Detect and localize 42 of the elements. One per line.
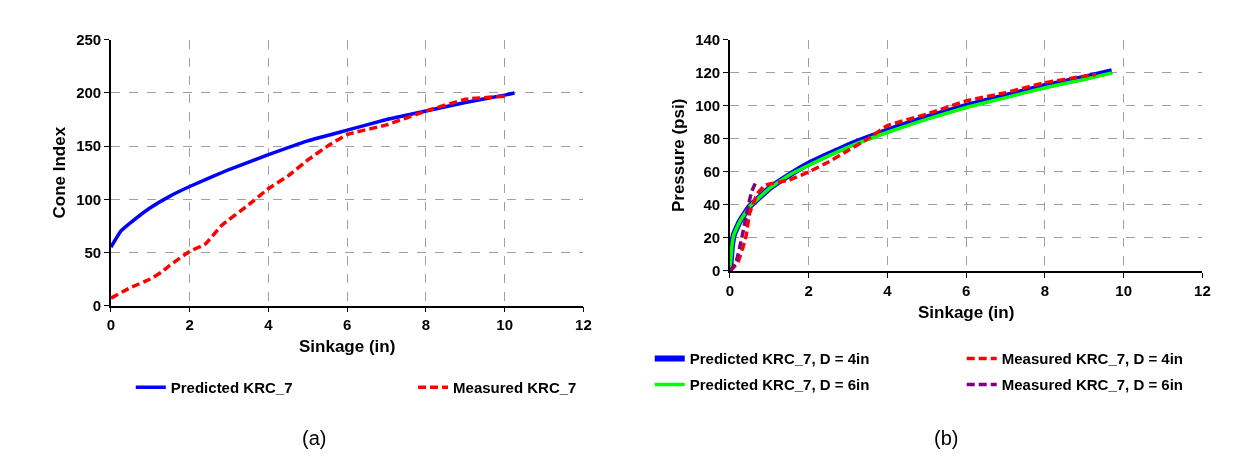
x-tick-label: 4 [264, 316, 274, 334]
y-tick-label: 60 [703, 163, 721, 181]
line-series [110, 94, 507, 300]
y-tick-label: 140 [695, 31, 721, 49]
legend-label: Measured KRC_7, D = 6in [1001, 376, 1184, 394]
x-tick-label: 0 [725, 281, 735, 299]
y-tick-label: 100 [76, 190, 102, 208]
x-axis-title: Sinkage (in) [299, 337, 396, 357]
line-series [110, 91, 517, 249]
text: (a) [302, 427, 327, 449]
text: (b) [934, 427, 959, 449]
legend-label: Measured KRC_7, D = 4in [1001, 350, 1184, 368]
x-tick-label: 12 [575, 316, 592, 334]
x-tick-label: 2 [185, 316, 194, 334]
y-tick-label: 0 [92, 296, 102, 314]
x-tick-label: 6 [343, 316, 352, 334]
y-tick-label: 150 [76, 137, 102, 155]
x-tick-label: 4 [883, 281, 893, 299]
x-tick-label: 8 [421, 316, 431, 334]
x-tick-label: 10 [496, 316, 513, 334]
legend-label: Predicted KRC_7 [170, 379, 293, 397]
y-tick-label: 40 [703, 196, 721, 214]
x-tick-label: 8 [1040, 281, 1050, 299]
y-tick-label: 80 [703, 130, 721, 148]
legend-label: Measured KRC_7 [453, 379, 577, 397]
y-tick-label: 120 [695, 64, 721, 82]
x-tick-label: 0 [106, 316, 116, 334]
y-axis-title: Cone Index [50, 126, 70, 219]
y-tick-label: 200 [76, 84, 102, 102]
y-tick-label: 250 [76, 31, 102, 49]
y-tick-label: 20 [703, 229, 721, 247]
x-tick-label: 10 [1115, 281, 1132, 299]
legend-label: Predicted KRC_7, D = 4in [689, 350, 870, 368]
y-axis-title: Pressure (psi) [669, 98, 689, 213]
y-tick-label: 0 [711, 262, 721, 280]
y-tick-label: 100 [695, 97, 721, 115]
x-tick-label: 2 [804, 281, 813, 299]
x-axis-title: Sinkage (in) [918, 302, 1015, 322]
x-tick-label: 6 [962, 281, 971, 299]
x-tick-label: 12 [1194, 281, 1211, 299]
legend-label: Predicted KRC_7, D = 6in [689, 376, 870, 394]
y-tick-label: 50 [84, 243, 102, 261]
